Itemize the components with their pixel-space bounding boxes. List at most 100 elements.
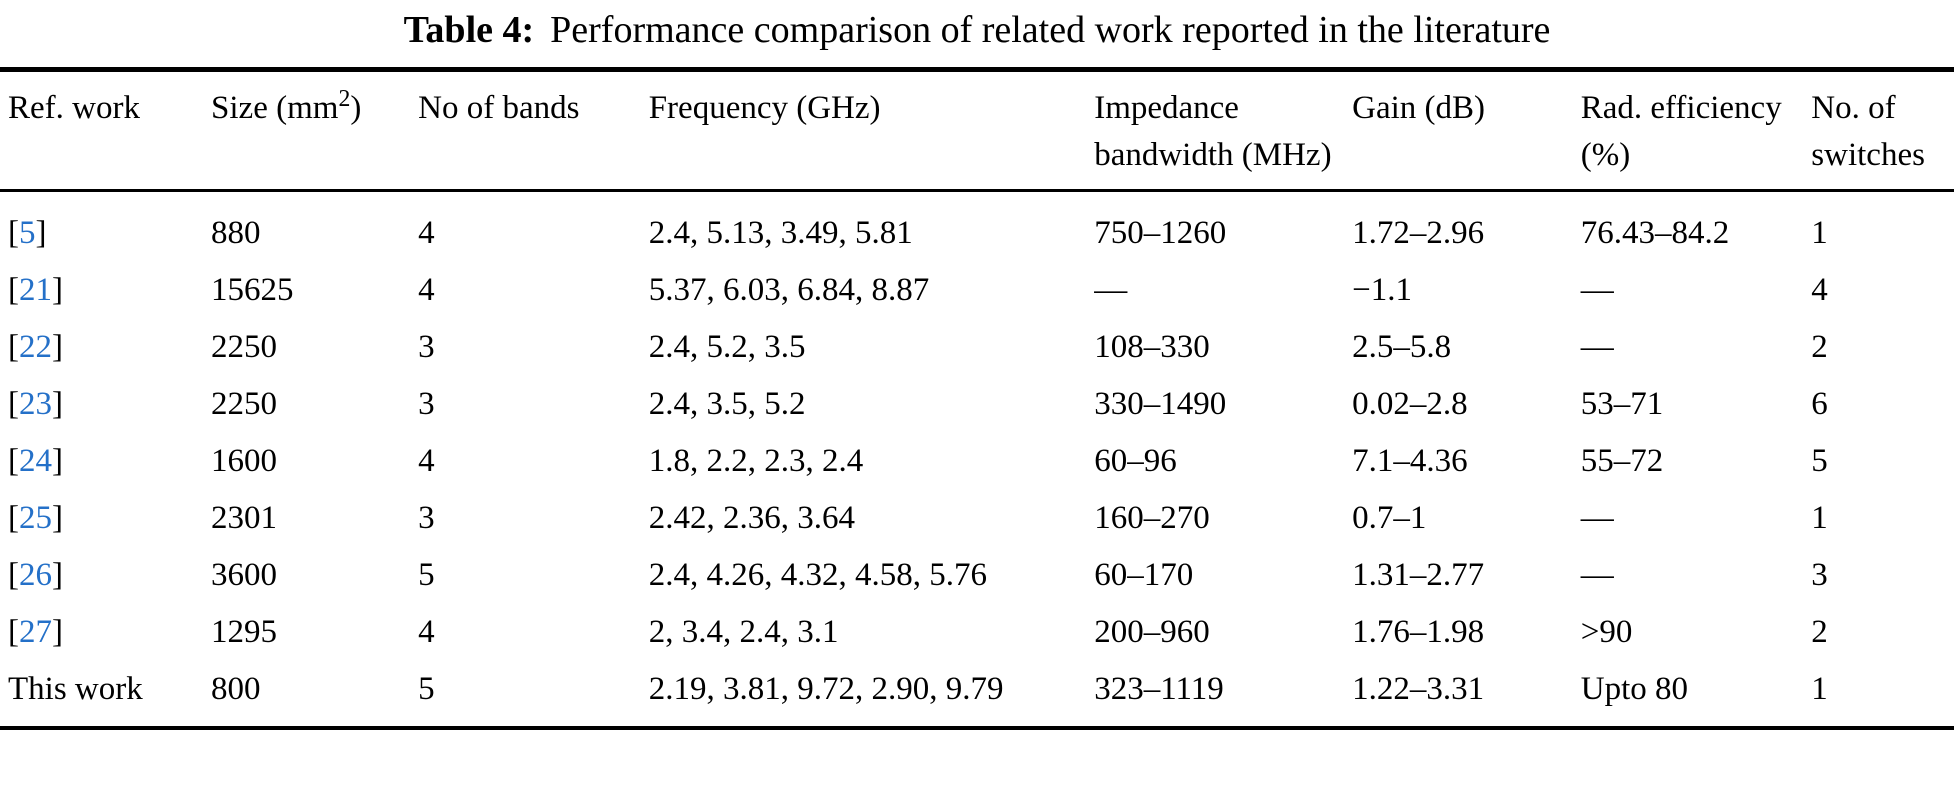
freq-cell: 2.4, 3.5, 5.2 xyxy=(648,386,806,422)
eff-cell: — xyxy=(1580,272,1614,308)
citation-link[interactable]: 27 xyxy=(19,614,52,650)
col-header-switches: No. of switches xyxy=(1811,90,1925,173)
size-cell: 2301 xyxy=(211,500,278,536)
table-row: [25] 2301 3 2.42, 2.36, 3.64 160–270 0.7–1 — 1 xyxy=(0,490,1954,547)
freq-cell: 5.37, 6.03, 6.84, 8.87 xyxy=(648,272,930,308)
bands-cell: 4 xyxy=(418,614,435,650)
switches-cell: 6 xyxy=(1811,386,1828,422)
size-cell: 880 xyxy=(211,215,261,251)
switches-cell: 3 xyxy=(1811,557,1828,593)
freq-cell: 2.4, 5.2, 3.5 xyxy=(648,329,806,365)
size-cell: 800 xyxy=(211,671,261,707)
table-row: [24] 1600 4 1.8, 2.2, 2.3, 2.4 60–96 7.1–4.36… xyxy=(0,433,1954,490)
gain-cell: 1.72–2.96 xyxy=(1352,215,1485,251)
col-header-bw: Impedance bandwidth (MHz) xyxy=(1094,90,1332,173)
citation-link[interactable]: 5 xyxy=(19,215,36,251)
col-header-gain: Gain (dB) xyxy=(1352,90,1486,126)
freq-cell: 1.8, 2.2, 2.3, 2.4 xyxy=(648,443,864,479)
bw-cell: 330–1490 xyxy=(1094,386,1227,422)
gain-cell: 7.1–4.36 xyxy=(1352,443,1468,479)
gain-cell: −1.1 xyxy=(1352,272,1412,308)
table-row: [26] 3600 5 2.4, 4.26, 4.32, 4.58, 5.76 60–1… xyxy=(0,547,1954,604)
citation-link[interactable]: 25 xyxy=(19,500,52,536)
col-header-size: Size (mm2) xyxy=(211,86,362,126)
bw-cell: 108–330 xyxy=(1094,329,1210,365)
ref-cell: [25] xyxy=(8,500,63,536)
size-cell: 3600 xyxy=(211,557,278,593)
col-header-eff: Rad. efficiency (%) xyxy=(1580,90,1782,173)
bands-cell: 5 xyxy=(418,557,435,593)
bw-cell: 160–270 xyxy=(1094,500,1210,536)
ref-cell: This work xyxy=(8,671,143,707)
bands-cell: 5 xyxy=(418,671,435,707)
ref-cell: [24] xyxy=(8,443,63,479)
bands-cell: 3 xyxy=(418,386,435,422)
switches-cell: 2 xyxy=(1811,614,1828,650)
switches-cell: 1 xyxy=(1811,500,1828,536)
eff-cell: — xyxy=(1580,557,1614,593)
gain-cell: 1.22–3.31 xyxy=(1352,671,1485,707)
bw-cell: 323–1119 xyxy=(1094,671,1224,707)
table-body: [5] 880 4 2.4, 5.13, 3.49, 5.81 750–1260 1.72… xyxy=(0,191,1954,729)
eff-cell: Upto 80 xyxy=(1580,671,1688,707)
bands-cell: 3 xyxy=(418,329,435,365)
size-cell: 1295 xyxy=(211,614,278,650)
freq-cell: 2.4, 4.26, 4.32, 4.58, 5.76 xyxy=(648,557,987,593)
gain-cell: 0.7–1 xyxy=(1352,500,1427,536)
table-row: This work 800 5 2.19, 3.81, 9.72, 2.90, 9.7… xyxy=(0,661,1954,728)
col-header-freq: Frequency (GHz) xyxy=(648,90,881,126)
gain-cell: 1.31–2.77 xyxy=(1352,557,1485,593)
comparison-table: Ref. work Size (mm2) No of bands Frequency … xyxy=(0,67,1954,730)
bw-cell: 200–960 xyxy=(1094,614,1210,650)
citation-link[interactable]: 21 xyxy=(19,272,52,308)
superscript: 2 xyxy=(338,86,351,112)
size-cell: 2250 xyxy=(211,329,278,365)
bw-cell: 750–1260 xyxy=(1094,215,1227,251)
bw-cell: — xyxy=(1094,272,1128,308)
eff-cell: 53–71 xyxy=(1580,386,1664,422)
switches-cell: 1 xyxy=(1811,671,1828,707)
table-caption-text: Performance comparison of related work r… xyxy=(550,9,1551,51)
freq-cell: 2.19, 3.81, 9.72, 2.90, 9.79 xyxy=(648,671,1004,707)
bands-cell: 4 xyxy=(418,443,435,479)
gain-cell: 2.5–5.8 xyxy=(1352,329,1452,365)
freq-cell: 2, 3.4, 2.4, 3.1 xyxy=(648,614,839,650)
size-cell: 15625 xyxy=(211,272,294,308)
gain-cell: 0.02–2.8 xyxy=(1352,386,1468,422)
col-header-ref: Ref. work xyxy=(8,90,140,126)
ref-cell: [21] xyxy=(8,272,63,308)
eff-cell: 55–72 xyxy=(1580,443,1664,479)
bands-cell: 4 xyxy=(418,272,435,308)
citation-link[interactable]: 24 xyxy=(19,443,52,479)
table-row: [27] 1295 4 2, 3.4, 2.4, 3.1 200–960 1.76–1.9… xyxy=(0,604,1954,661)
gain-cell: 1.76–1.98 xyxy=(1352,614,1485,650)
ref-cell: [27] xyxy=(8,614,63,650)
switches-cell: 4 xyxy=(1811,272,1828,308)
citation-link[interactable]: 26 xyxy=(19,557,52,593)
eff-cell: >90 xyxy=(1580,614,1633,650)
citation-link[interactable]: 22 xyxy=(19,329,52,365)
bw-cell: 60–170 xyxy=(1094,557,1194,593)
table-header: Ref. work Size (mm2) No of bands Frequency … xyxy=(0,70,1954,191)
switches-cell: 2 xyxy=(1811,329,1828,365)
eff-cell: 76.43–84.2 xyxy=(1580,215,1730,251)
table-caption: Table 4: Performance comparison of relate… xyxy=(0,0,1954,54)
ref-cell: [26] xyxy=(8,557,63,593)
bands-cell: 4 xyxy=(418,215,435,251)
eff-cell: — xyxy=(1580,329,1614,365)
bands-cell: 3 xyxy=(418,500,435,536)
table-row: [22] 2250 3 2.4, 5.2, 3.5 108–330 2.5–5.8 — 2 xyxy=(0,319,1954,376)
ref-cell: [22] xyxy=(8,329,63,365)
freq-cell: 2.4, 5.13, 3.49, 5.81 xyxy=(648,215,913,251)
switches-cell: 5 xyxy=(1811,443,1828,479)
eff-cell: — xyxy=(1580,500,1614,536)
ref-cell: [23] xyxy=(8,386,63,422)
size-cell: 2250 xyxy=(211,386,278,422)
switches-cell: 1 xyxy=(1811,215,1828,251)
citation-link[interactable]: 23 xyxy=(19,386,52,422)
table-caption-label: Table 4: xyxy=(403,9,535,51)
bw-cell: 60–96 xyxy=(1094,443,1177,479)
size-cell: 1600 xyxy=(211,443,278,479)
header-row: Ref. work Size (mm2) No of bands Frequency … xyxy=(0,70,1954,191)
ref-cell: [5] xyxy=(8,215,47,251)
